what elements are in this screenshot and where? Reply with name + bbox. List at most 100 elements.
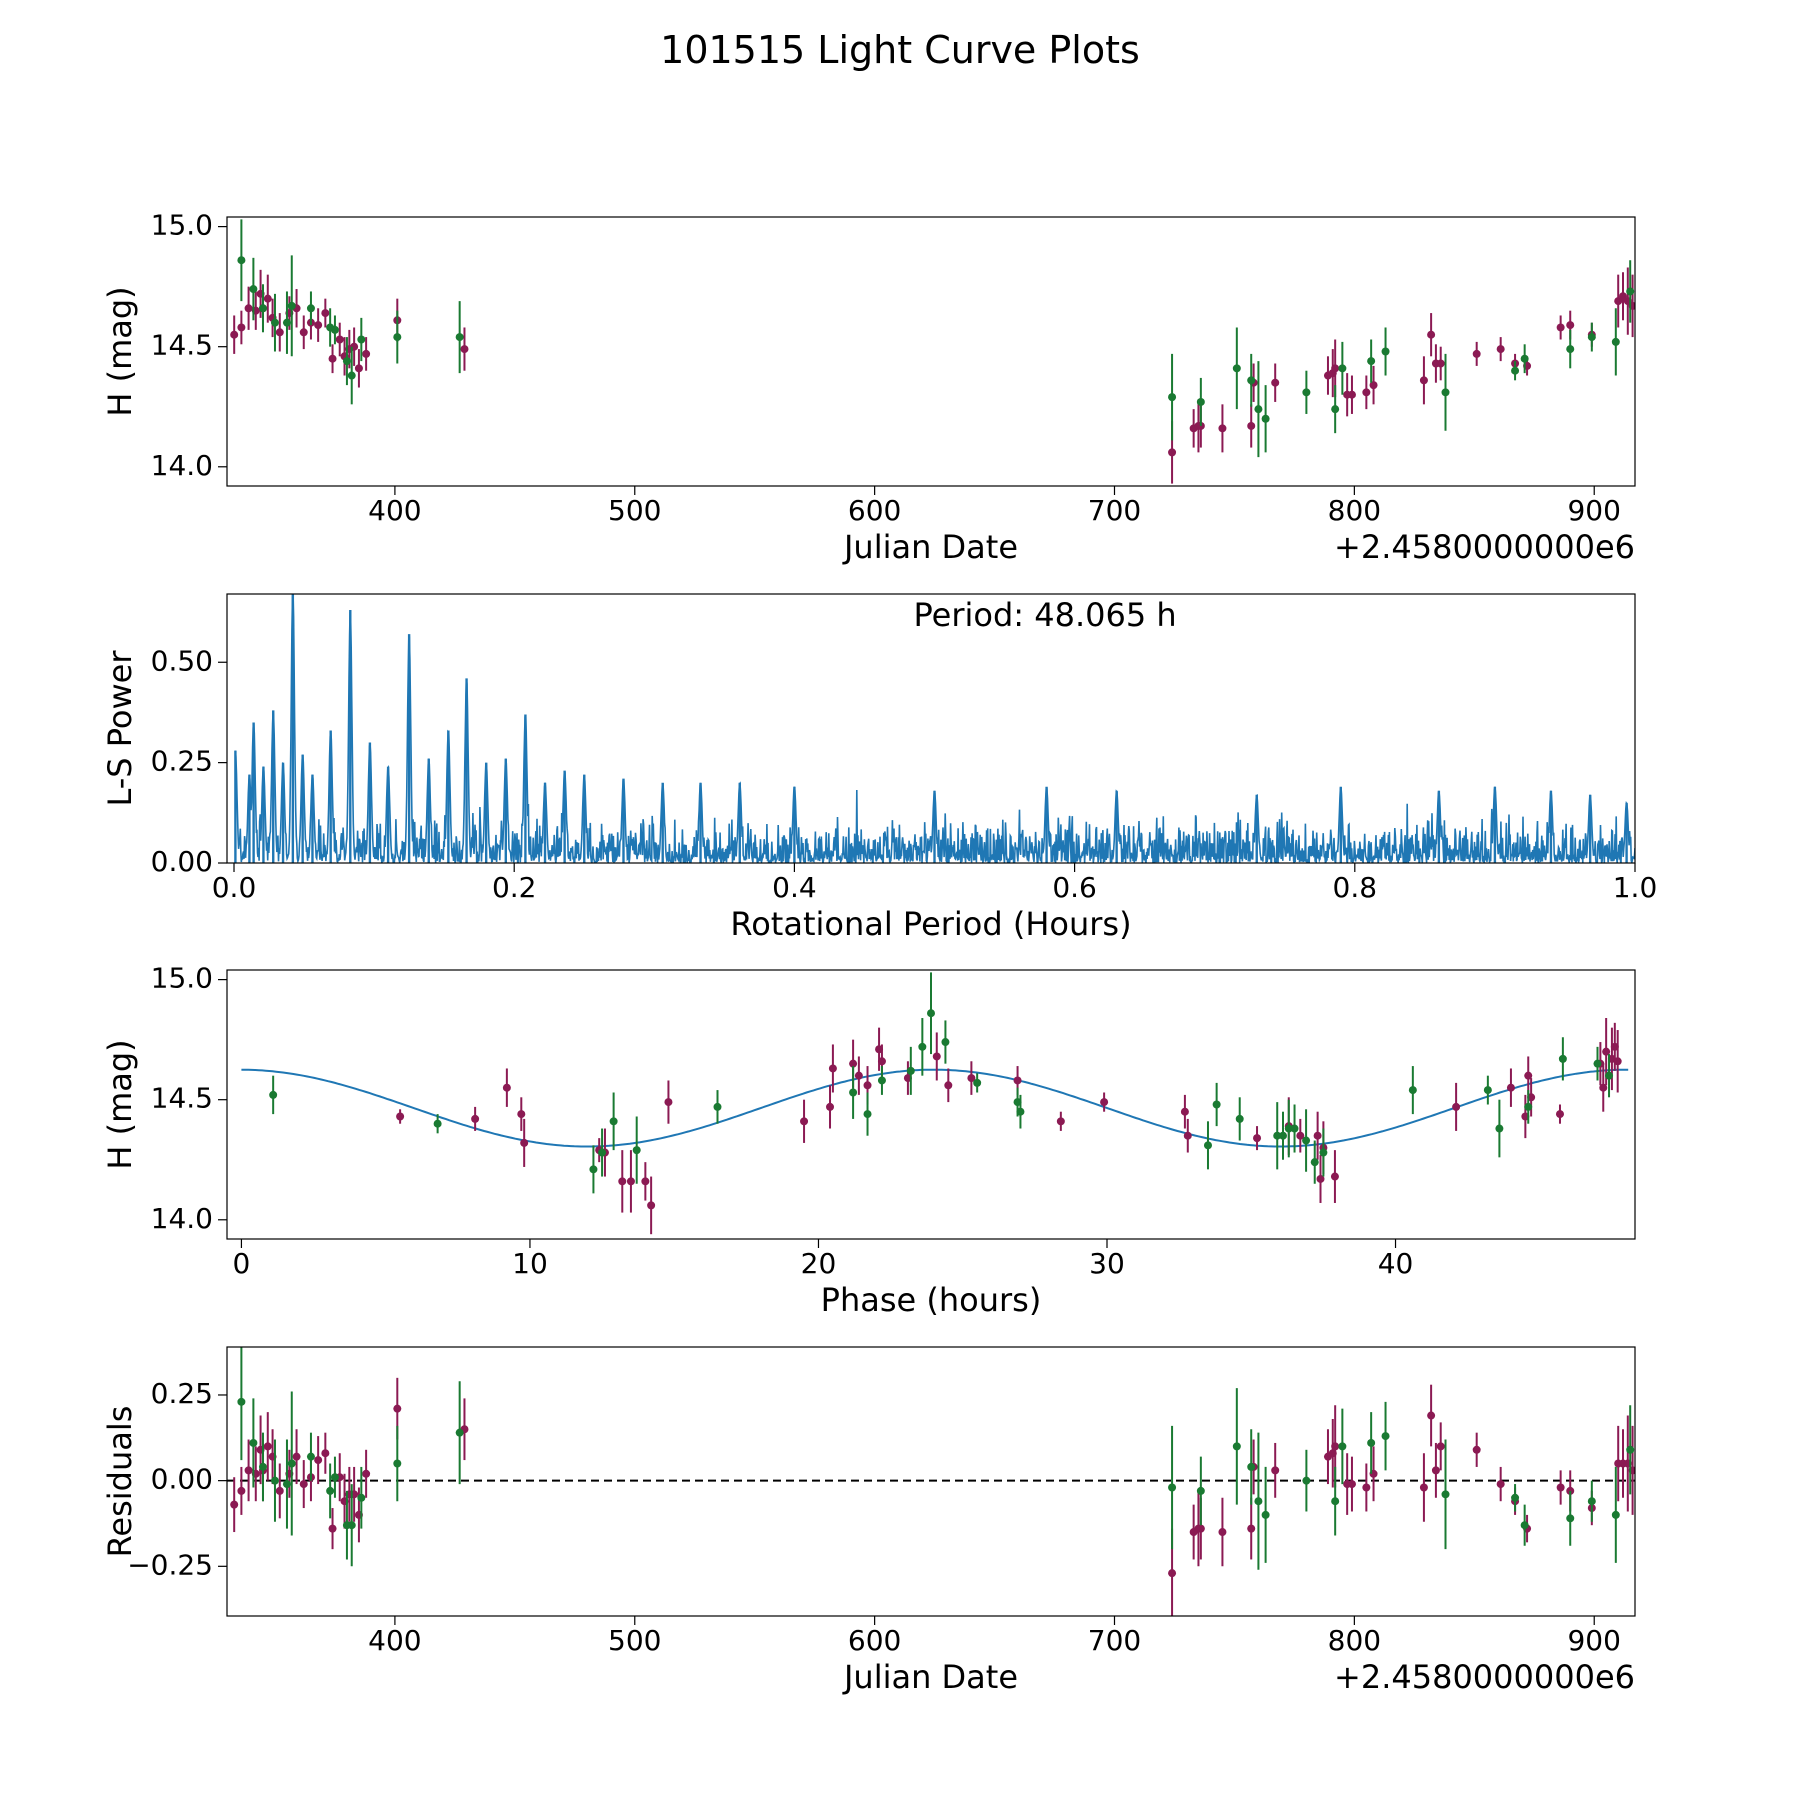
- data-point: [1302, 388, 1311, 397]
- data-point: [321, 309, 330, 318]
- data-point: [1419, 1483, 1428, 1492]
- x-tick-label: 400: [368, 1624, 421, 1657]
- data-point: [1587, 333, 1596, 342]
- residuals-frame: [226, 1346, 1636, 1617]
- data-point: [287, 301, 296, 310]
- data-point: [1016, 1107, 1025, 1116]
- panel-phased: 0 10 20 30 40 14.0 14.5 15.0 Phase (hours) H (mag…: [101, 962, 1636, 1319]
- data-point: [275, 1486, 284, 1495]
- y-tick-label: 15.0: [151, 962, 213, 995]
- data-point: [1168, 1569, 1177, 1578]
- data-point: [1013, 1076, 1022, 1085]
- data-point: [1441, 1490, 1450, 1499]
- data-point: [1558, 1054, 1567, 1063]
- data-point: [1419, 376, 1428, 385]
- data-point: [1168, 448, 1177, 457]
- data-point: [1203, 1141, 1212, 1150]
- data-point: [800, 1117, 809, 1126]
- data-point: [1556, 1483, 1565, 1492]
- data-point: [269, 1090, 278, 1099]
- x-tick-label: 0.4: [772, 871, 817, 904]
- data-point: [877, 1057, 886, 1066]
- data-point: [609, 1117, 618, 1126]
- data-point: [967, 1074, 976, 1083]
- data-point: [270, 318, 279, 327]
- lightcurve-x-axis-label: Julian Date: [842, 528, 1018, 566]
- data-point: [249, 1438, 258, 1447]
- data-point: [1496, 345, 1505, 354]
- data-point: [1261, 414, 1270, 423]
- x-tick-label: 30: [1089, 1247, 1125, 1280]
- phased-frame: [226, 969, 1636, 1240]
- y-tick-label: −0.25: [127, 1548, 213, 1581]
- data-point: [1520, 354, 1529, 363]
- data-point: [1556, 323, 1565, 332]
- data-point: [328, 354, 337, 363]
- x-tick-label: 0.2: [492, 871, 537, 904]
- data-point: [1313, 1131, 1322, 1140]
- data-point: [258, 304, 267, 313]
- data-point: [299, 328, 308, 337]
- data-point: [647, 1201, 656, 1210]
- data-point: [1196, 1486, 1205, 1495]
- panel-residuals: 400 500 600 700 800 900 −0.25 0.00 0.25 Julian Da…: [101, 1346, 1636, 1696]
- data-point: [282, 318, 291, 327]
- periodogram-data: [234, 594, 1635, 863]
- x-tick-label: 40: [1378, 1247, 1414, 1280]
- data-point: [589, 1165, 598, 1174]
- lightcurve-series-filter-a: [230, 267, 1635, 484]
- data-point: [1273, 1131, 1282, 1140]
- x-tick-label: 600: [848, 1624, 901, 1657]
- data-point: [828, 1064, 837, 1073]
- data-point: [237, 256, 246, 265]
- data-point: [1496, 1480, 1505, 1489]
- data-point: [357, 1493, 366, 1502]
- data-point: [849, 1088, 858, 1097]
- x-tick-label: 1.0: [1613, 871, 1658, 904]
- data-point: [330, 325, 339, 334]
- data-point: [1566, 1514, 1575, 1523]
- data-point: [471, 1114, 480, 1123]
- data-point: [1338, 364, 1347, 373]
- data-point: [1168, 393, 1177, 402]
- data-point: [393, 1404, 402, 1413]
- data-point: [230, 330, 239, 339]
- data-point: [1626, 1445, 1635, 1454]
- data-point: [1271, 1466, 1280, 1475]
- data-point: [1218, 1528, 1227, 1537]
- data-point: [1587, 1497, 1596, 1506]
- data-point: [460, 345, 469, 354]
- data-point: [1362, 1483, 1371, 1492]
- data-point: [1452, 1102, 1461, 1111]
- data-point: [299, 1480, 308, 1489]
- data-point: [237, 1397, 246, 1406]
- y-tick-label: 14.5: [151, 329, 213, 362]
- data-point: [598, 1148, 607, 1157]
- data-point: [1566, 345, 1575, 354]
- data-point: [1506, 1083, 1515, 1092]
- data-point: [1611, 337, 1620, 346]
- lightcurve-data: [230, 219, 1635, 484]
- data-point: [1254, 405, 1263, 414]
- data-point: [1279, 1131, 1287, 1140]
- data-point: [1253, 1134, 1262, 1143]
- data-point: [342, 357, 351, 366]
- data-point: [1381, 347, 1390, 356]
- data-point: [1427, 330, 1436, 339]
- x-tick-label: 700: [1088, 1624, 1141, 1657]
- data-point: [1331, 1497, 1340, 1506]
- figure-title: 101515 Light Curve Plots: [660, 28, 1140, 72]
- data-point: [632, 1146, 641, 1155]
- data-point: [314, 1456, 323, 1465]
- phased-series-filter-b: [269, 972, 1614, 1194]
- data-point: [1369, 381, 1378, 390]
- data-point: [1254, 1497, 1263, 1506]
- data-point: [1626, 287, 1635, 296]
- data-point: [927, 1009, 935, 1018]
- data-point: [713, 1102, 722, 1111]
- data-point: [618, 1177, 627, 1186]
- y-tick-label: 14.0: [151, 1202, 213, 1235]
- data-point: [335, 335, 344, 344]
- data-point: [1247, 1524, 1256, 1533]
